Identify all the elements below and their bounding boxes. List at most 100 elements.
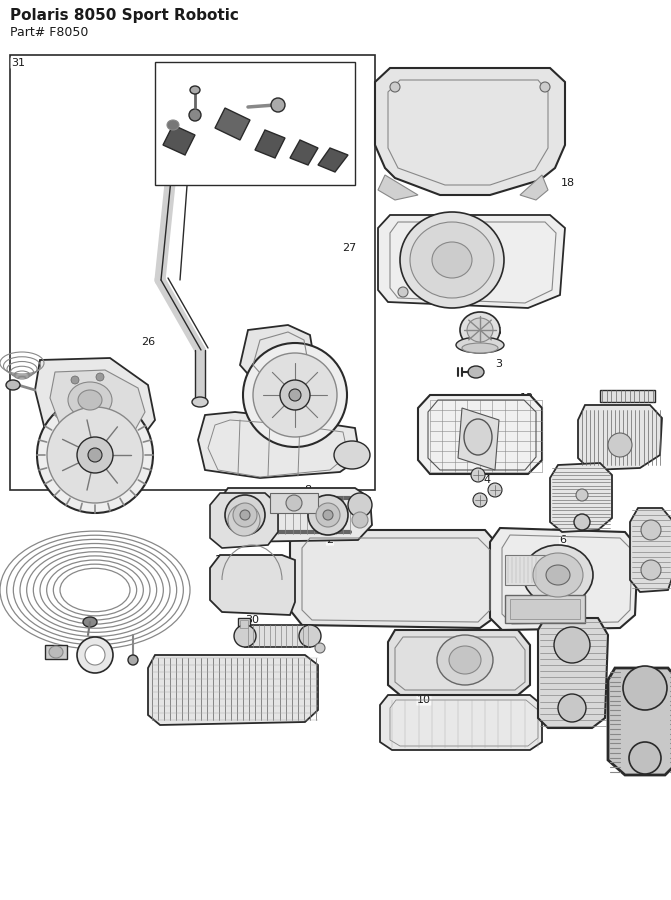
Text: 29: 29 (311, 375, 325, 385)
Ellipse shape (71, 376, 79, 384)
Ellipse shape (77, 437, 113, 473)
Ellipse shape (68, 382, 112, 418)
Text: 4: 4 (483, 475, 491, 485)
Text: 5: 5 (495, 327, 501, 337)
Polygon shape (255, 130, 285, 158)
Ellipse shape (608, 433, 632, 457)
Text: 1: 1 (458, 643, 466, 653)
Ellipse shape (37, 397, 153, 513)
Text: 20: 20 (629, 410, 643, 420)
Polygon shape (148, 655, 318, 725)
Text: 11: 11 (215, 555, 229, 565)
Text: 17: 17 (639, 697, 653, 707)
Ellipse shape (334, 441, 370, 469)
Ellipse shape (471, 468, 485, 482)
Ellipse shape (271, 98, 285, 112)
Text: 8: 8 (305, 485, 311, 495)
Ellipse shape (316, 503, 340, 527)
Ellipse shape (467, 318, 493, 342)
Ellipse shape (540, 82, 550, 92)
Ellipse shape (533, 553, 583, 597)
Text: Part# F8050: Part# F8050 (10, 26, 89, 39)
Polygon shape (378, 175, 418, 200)
Text: Polaris 8050 Sport Robotic: Polaris 8050 Sport Robotic (10, 8, 239, 23)
Ellipse shape (437, 635, 493, 685)
Ellipse shape (468, 366, 484, 378)
Text: 27: 27 (342, 243, 356, 253)
Ellipse shape (398, 287, 408, 297)
Polygon shape (163, 125, 195, 155)
Text: 2: 2 (326, 535, 333, 545)
Ellipse shape (47, 407, 143, 503)
Polygon shape (210, 555, 295, 615)
Bar (510, 599, 580, 619)
Ellipse shape (390, 82, 400, 92)
Ellipse shape (558, 694, 586, 722)
Text: 26: 26 (141, 337, 155, 347)
Polygon shape (520, 175, 548, 200)
Polygon shape (240, 325, 315, 390)
Text: 31: 31 (11, 58, 25, 68)
Polygon shape (198, 412, 360, 478)
Ellipse shape (167, 120, 179, 130)
Ellipse shape (181, 72, 209, 84)
Ellipse shape (574, 514, 590, 530)
Polygon shape (418, 395, 542, 474)
Ellipse shape (400, 212, 504, 308)
Bar (600, 390, 655, 402)
Ellipse shape (623, 666, 667, 710)
Ellipse shape (299, 625, 321, 647)
Ellipse shape (546, 565, 570, 585)
Polygon shape (378, 215, 565, 308)
Ellipse shape (315, 643, 325, 653)
Polygon shape (218, 488, 372, 542)
Polygon shape (375, 68, 565, 195)
Ellipse shape (83, 617, 97, 627)
Text: 25: 25 (308, 430, 322, 440)
Ellipse shape (432, 242, 472, 278)
Text: 30: 30 (583, 515, 597, 525)
Ellipse shape (348, 493, 372, 517)
Ellipse shape (462, 343, 498, 353)
Text: 24: 24 (61, 413, 75, 423)
Polygon shape (550, 463, 612, 532)
Text: 15: 15 (538, 256, 552, 266)
Ellipse shape (128, 655, 138, 665)
Bar (10, 55, 375, 490)
Text: 30: 30 (245, 615, 259, 625)
Bar (245, 625, 310, 647)
Ellipse shape (225, 495, 265, 535)
Ellipse shape (234, 625, 256, 647)
Ellipse shape (228, 504, 260, 536)
Text: 28: 28 (315, 405, 329, 415)
Ellipse shape (576, 489, 588, 501)
Polygon shape (35, 358, 155, 445)
Polygon shape (538, 618, 608, 728)
Polygon shape (215, 108, 250, 140)
Ellipse shape (233, 503, 257, 527)
Text: 28: 28 (91, 450, 105, 460)
Text: 16: 16 (218, 683, 232, 693)
Text: 7: 7 (580, 645, 586, 655)
Ellipse shape (323, 510, 333, 520)
Text: 3: 3 (495, 359, 503, 369)
Ellipse shape (308, 495, 348, 535)
Ellipse shape (78, 390, 102, 410)
Ellipse shape (85, 645, 105, 665)
Text: 18: 18 (561, 178, 575, 188)
Polygon shape (256, 382, 316, 400)
Polygon shape (630, 508, 671, 592)
Ellipse shape (488, 483, 502, 497)
Polygon shape (578, 405, 662, 470)
Ellipse shape (189, 109, 201, 121)
Ellipse shape (77, 637, 113, 673)
Ellipse shape (352, 512, 368, 528)
Polygon shape (50, 370, 145, 436)
Ellipse shape (88, 448, 102, 462)
Ellipse shape (280, 380, 310, 410)
Ellipse shape (629, 742, 661, 774)
Polygon shape (380, 695, 542, 750)
Text: 12: 12 (520, 393, 534, 403)
Ellipse shape (6, 380, 20, 390)
Polygon shape (290, 140, 318, 165)
